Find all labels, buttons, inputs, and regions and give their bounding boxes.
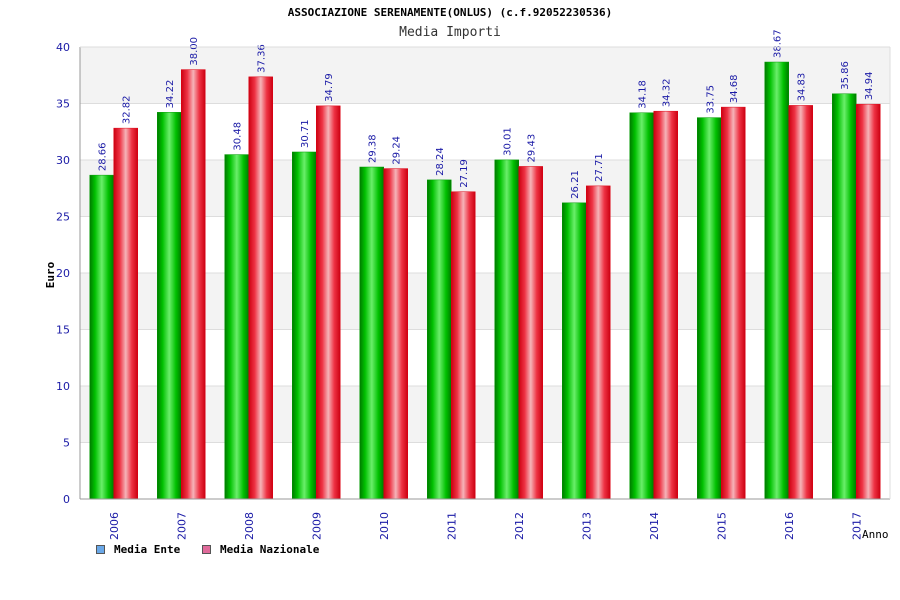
bar-media-ente-2012	[494, 159, 519, 500]
data-label: 27.19	[459, 159, 470, 188]
y-tick-label: 35	[56, 98, 70, 111]
data-label: 29.24	[392, 136, 403, 165]
plot-band	[80, 329, 890, 386]
data-label: 34.94	[864, 72, 875, 101]
bar-media-ente-2009	[292, 151, 317, 500]
grid-lines	[80, 46, 890, 500]
plot-band	[80, 442, 890, 499]
x-tick-labels: 2006 2007 2008 2009 2010 2011 2012 2013 2014 2015…	[108, 512, 864, 540]
legend-swatch-media-ente	[96, 545, 105, 554]
y-tick-label: 25	[56, 211, 70, 224]
x-tick-label: 2010	[378, 512, 391, 540]
data-label: 30.71	[300, 119, 311, 148]
bar-media-nazionale-2010	[383, 168, 408, 500]
bar-media-nazionale-2008	[248, 76, 273, 500]
bar-media-ente-2006	[89, 174, 114, 500]
data-label: 33.75	[705, 85, 716, 114]
y-tick-label: 10	[56, 380, 70, 393]
data-label: 34.68	[729, 74, 740, 103]
plot-band	[80, 103, 890, 160]
data-label: 34.83	[797, 73, 808, 102]
x-tick-label: 2014	[648, 512, 661, 540]
x-axis-label: Anno	[862, 528, 889, 541]
bar-media-ente-2008	[224, 154, 249, 500]
bar-media-nazionale-2012	[518, 166, 543, 500]
bar-media-ente-2017	[832, 93, 857, 500]
data-label: 29.38	[368, 134, 379, 163]
plot-band	[80, 216, 890, 273]
bar-media-ente-2013	[562, 202, 587, 500]
plot-band	[80, 273, 890, 330]
x-tick-label: 2013	[580, 512, 593, 540]
y-tick-label: 0	[63, 493, 70, 506]
bars	[89, 61, 881, 500]
legend-item-media-ente: Media Ente	[96, 543, 180, 556]
x-tick-label: 2011	[445, 512, 458, 540]
plot-band	[80, 386, 890, 443]
bar-media-nazionale-2009	[316, 105, 341, 500]
legend-label-media-nazionale: Media Nazionale	[220, 543, 320, 556]
bar-media-ente-2010	[359, 166, 384, 500]
legend-item-media-nazionale: Media Nazionale	[202, 543, 319, 556]
chart-title: ASSOCIAZIONE SERENAMENTE(ONLUS) (c.f.920…	[287, 6, 613, 19]
bar-media-ente-2014	[629, 112, 654, 500]
data-label: 28.66	[98, 143, 109, 172]
data-label: 37.36	[257, 44, 268, 73]
legend-swatch-media-nazionale	[202, 545, 211, 554]
y-tick-label: 15	[56, 324, 70, 337]
bar-media-nazionale-2014	[653, 110, 678, 500]
y-tick-label: 40	[56, 41, 70, 54]
data-label: 30.48	[233, 122, 244, 151]
y-tick-label: 5	[63, 437, 70, 450]
chart-subtitle: Media Importi	[399, 25, 501, 40]
x-tick-label: 2009	[310, 512, 323, 540]
x-tick-label: 2007	[175, 512, 188, 540]
bar-media-nazionale-2016	[788, 105, 813, 500]
data-label: 26.21	[570, 170, 581, 199]
data-label: 30.01	[503, 127, 514, 156]
bar-media-nazionale-2015	[721, 106, 746, 500]
bar-media-ente-2016	[764, 61, 789, 500]
axes	[79, 46, 891, 500]
data-label: 32.82	[122, 95, 133, 124]
x-tick-label: 2006	[108, 512, 121, 540]
y-tick-labels: 0 5 10 15 20 25 30 35 40	[56, 41, 70, 506]
bar-media-nazionale-2011	[451, 191, 476, 500]
data-label: 35.86	[840, 61, 851, 90]
x-tick-label: 2017	[850, 512, 863, 540]
plot-background	[80, 47, 890, 499]
x-tick-label: 2012	[513, 512, 526, 540]
bar-media-nazionale-2007	[181, 69, 206, 500]
x-tick-label: 2015	[715, 512, 728, 540]
data-label: 27.71	[594, 153, 605, 182]
bar-media-ente-2007	[157, 112, 182, 500]
y-axis-label: Euro	[44, 261, 57, 288]
plot-band	[80, 47, 890, 104]
data-label: 29.43	[527, 134, 538, 163]
x-tick-label: 2016	[783, 512, 796, 540]
bar-media-ente-2015	[697, 117, 722, 500]
y-tick-label: 20	[56, 267, 70, 280]
y-tick-label: 30	[56, 154, 70, 167]
plot-band	[80, 160, 890, 217]
data-label: 28.24	[435, 147, 446, 176]
data-label: 38.00	[189, 37, 200, 66]
data-labels: 28.66 32.82 34.22 38.00 30.48 37.36 30.71 34.79…	[98, 29, 876, 198]
x-tick-label: 2008	[243, 512, 256, 540]
data-label: 34.79	[324, 73, 335, 102]
bar-media-ente-2011	[427, 179, 452, 500]
data-label: 34.22	[165, 80, 176, 109]
data-label: 34.32	[662, 79, 673, 108]
data-label: 38.67	[773, 29, 784, 58]
bar-media-nazionale-2013	[586, 185, 611, 500]
bar-media-nazionale-2006	[113, 127, 138, 500]
bar-media-nazionale-2017	[856, 103, 881, 500]
data-label: 34.18	[638, 80, 649, 109]
legend-label-media-ente: Media Ente	[114, 543, 181, 556]
